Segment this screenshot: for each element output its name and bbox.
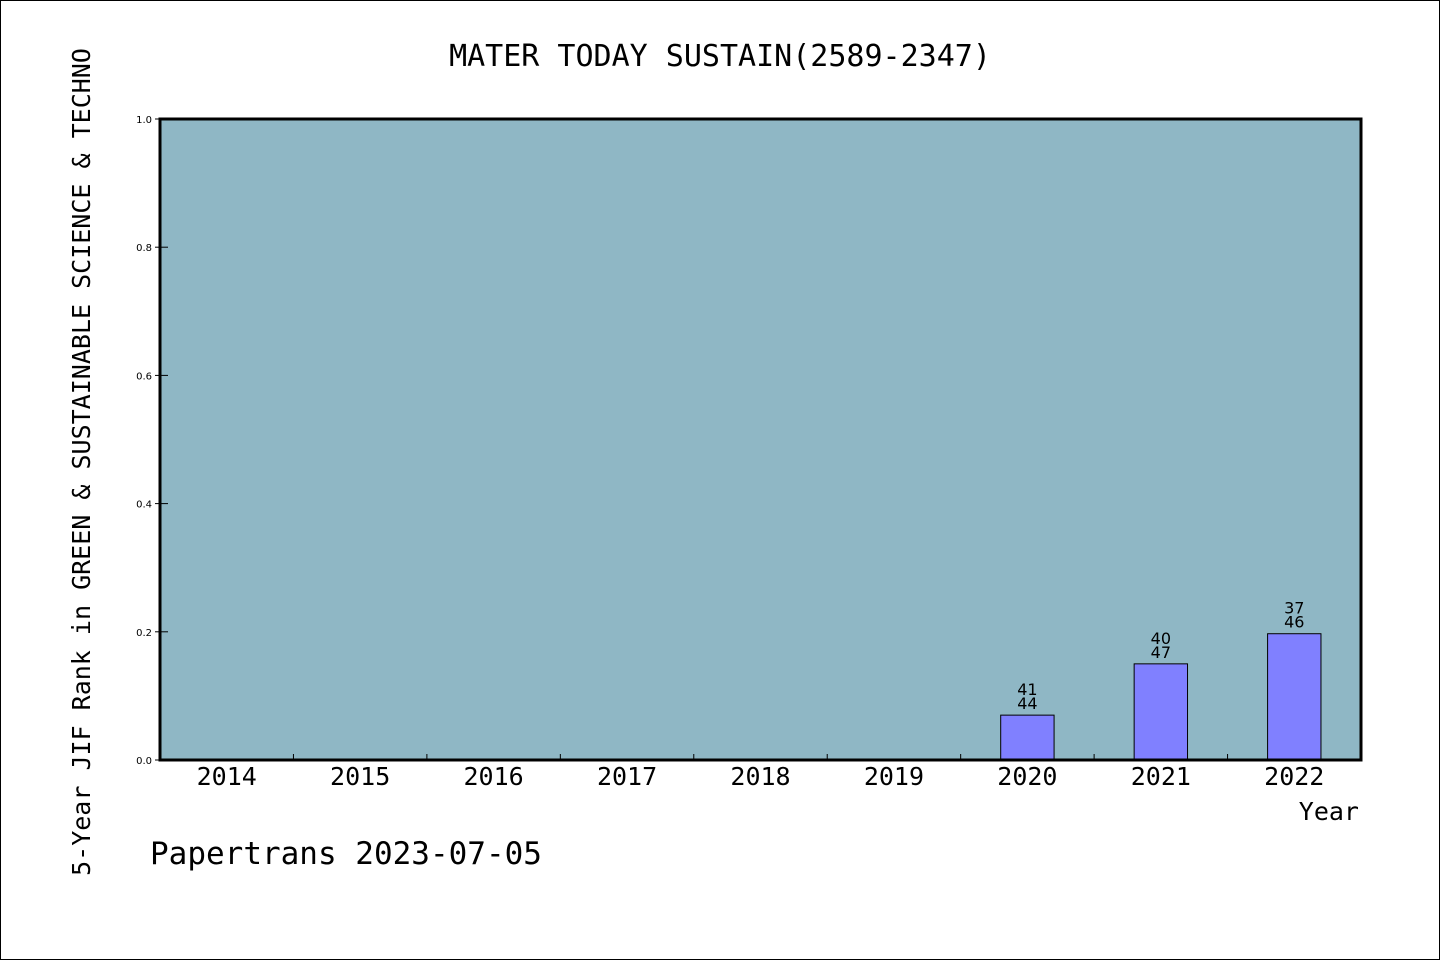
bar-2020 bbox=[1000, 714, 1055, 761]
y-tick-label-0.0: 0.0 bbox=[136, 756, 152, 767]
y-tick-label-0.4: 0.4 bbox=[136, 500, 152, 511]
x-tick-label-2022: 2022 bbox=[1264, 762, 1324, 791]
x-tick-label-2016: 2016 bbox=[464, 762, 524, 791]
x-tick-label-2021: 2021 bbox=[1131, 762, 1191, 791]
x-tick-label-2019: 2019 bbox=[864, 762, 924, 791]
bar-label-bottom-2022: 46 bbox=[1284, 613, 1304, 632]
x-tick-label-2015: 2015 bbox=[330, 762, 390, 791]
watermark: Papertrans 2023-07-05 bbox=[150, 836, 542, 872]
x-axis-label: Year bbox=[1299, 797, 1359, 826]
bar-label-top-2020: 41 bbox=[1017, 680, 1037, 699]
plot-area bbox=[160, 119, 1361, 760]
x-tick-label-2020: 2020 bbox=[997, 762, 1057, 791]
chart-title: MATER TODAY SUSTAIN(2589-2347) bbox=[449, 39, 991, 74]
bar-label-top-2022: 37 bbox=[1284, 599, 1304, 618]
y-axis-label: 5-Year JIF Rank in GREEN & SUSTAINABLE S… bbox=[67, 48, 96, 876]
bar-label-bottom-2020: 44 bbox=[1017, 694, 1037, 713]
bars-layer bbox=[1000, 633, 1322, 761]
bar-2022 bbox=[1267, 633, 1322, 761]
x-tick-label-2014: 2014 bbox=[197, 762, 257, 791]
bar-2021 bbox=[1133, 663, 1189, 761]
bar-label-bottom-2021: 47 bbox=[1151, 643, 1171, 662]
x-tick-label-2018: 2018 bbox=[730, 762, 790, 791]
x-tick-label-2017: 2017 bbox=[597, 762, 657, 791]
y-tick-label-1.0: 1.0 bbox=[136, 115, 152, 126]
x-axis-ticks: 2014 2015 2016 2017 2018 2019 2020 2021 2022 bbox=[197, 754, 1324, 791]
bar-label-top-2021: 40 bbox=[1151, 629, 1171, 648]
y-tick-label-0.8: 0.8 bbox=[136, 243, 152, 254]
plot-border bbox=[158, 117, 1363, 762]
y-tick-label-0.6: 0.6 bbox=[136, 371, 152, 382]
y-tick-label-0.2: 0.2 bbox=[136, 628, 152, 639]
